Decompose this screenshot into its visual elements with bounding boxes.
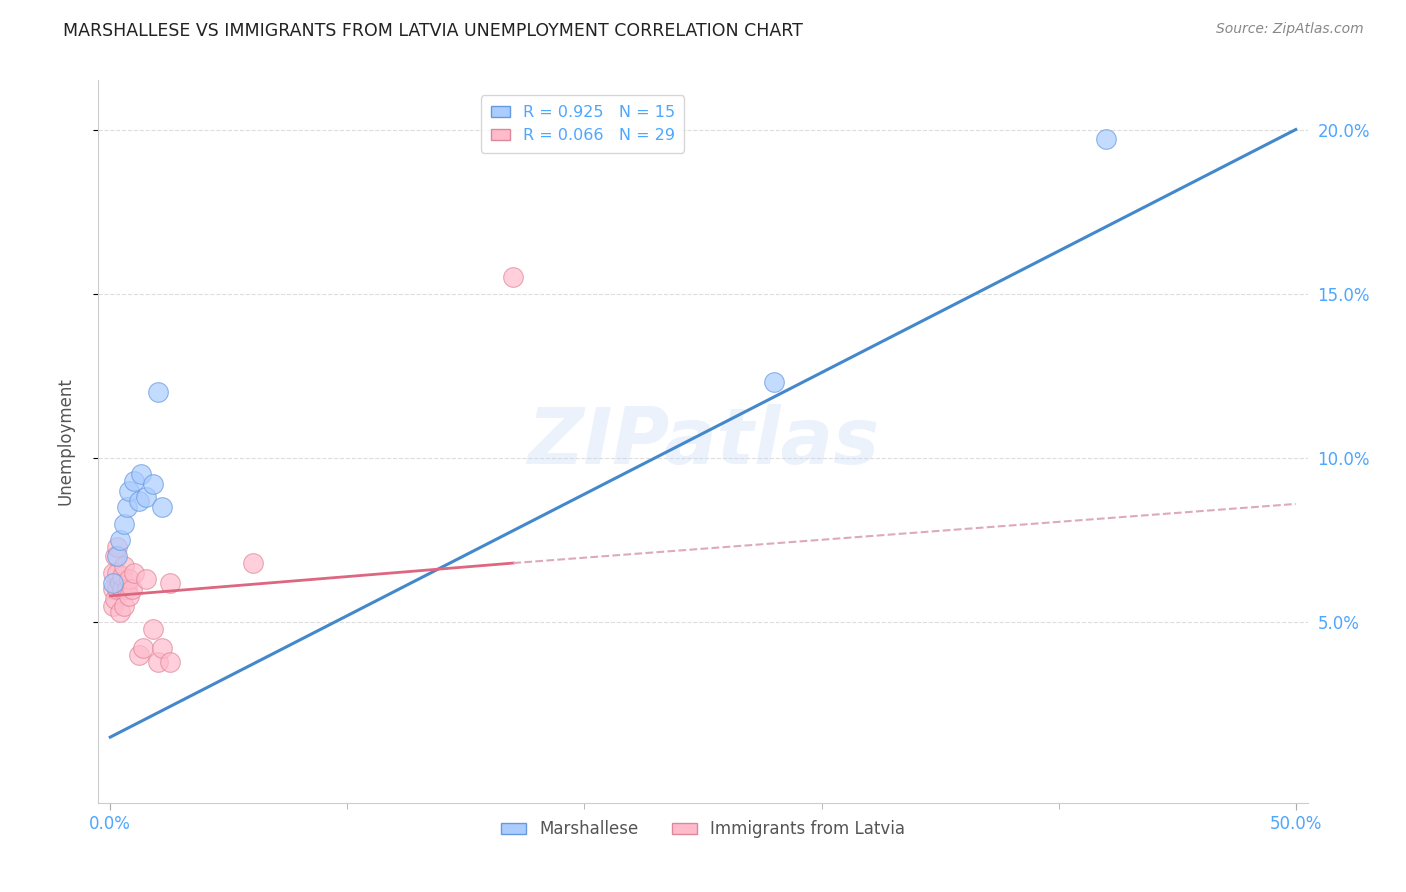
Point <box>105 540 128 554</box>
Point <box>104 592 127 607</box>
Point <box>502 270 524 285</box>
Point <box>128 648 150 662</box>
Point <box>146 655 169 669</box>
Point <box>105 566 128 580</box>
Point <box>122 566 145 580</box>
Point <box>121 582 143 597</box>
Point <box>135 491 157 505</box>
Point <box>142 622 165 636</box>
Legend: Marshallese, Immigrants from Latvia: Marshallese, Immigrants from Latvia <box>494 814 912 845</box>
Point <box>122 474 145 488</box>
Point <box>146 385 169 400</box>
Point <box>105 582 128 597</box>
Point <box>132 641 155 656</box>
Text: ZIPatlas: ZIPatlas <box>527 403 879 480</box>
Point <box>159 655 181 669</box>
Text: Source: ZipAtlas.com: Source: ZipAtlas.com <box>1216 22 1364 37</box>
Point <box>118 589 141 603</box>
Point <box>111 569 134 583</box>
Point <box>1095 132 1118 146</box>
Point <box>118 573 141 587</box>
Point <box>111 582 134 597</box>
Point <box>108 575 131 590</box>
Point <box>242 556 264 570</box>
Point <box>114 516 136 531</box>
Point <box>135 573 157 587</box>
Point <box>105 549 128 564</box>
Point <box>115 500 138 515</box>
Point <box>129 467 152 482</box>
Point <box>108 533 131 547</box>
Point <box>159 575 181 590</box>
Point <box>104 549 127 564</box>
Y-axis label: Unemployment: Unemployment <box>56 377 75 506</box>
Point <box>152 641 174 656</box>
Point <box>108 605 131 619</box>
Point <box>128 493 150 508</box>
Point <box>118 483 141 498</box>
Point <box>101 575 124 590</box>
Point <box>101 566 124 580</box>
Point <box>101 599 124 613</box>
Point <box>101 582 124 597</box>
Text: MARSHALLESE VS IMMIGRANTS FROM LATVIA UNEMPLOYMENT CORRELATION CHART: MARSHALLESE VS IMMIGRANTS FROM LATVIA UN… <box>63 22 803 40</box>
Point <box>114 559 136 574</box>
Point <box>115 582 138 597</box>
Point <box>763 376 786 390</box>
Point <box>114 599 136 613</box>
Point <box>152 500 174 515</box>
Point <box>142 477 165 491</box>
